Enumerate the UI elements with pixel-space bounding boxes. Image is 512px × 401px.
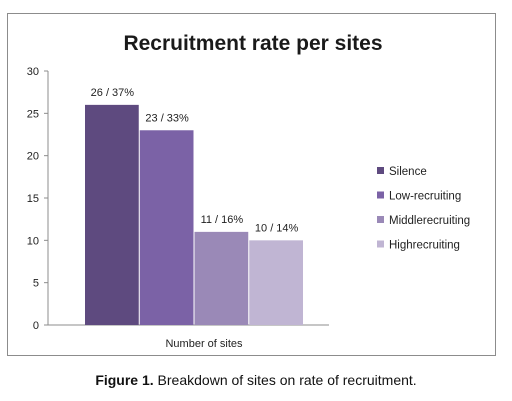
y-tick-label: 15 — [27, 193, 39, 205]
legend-swatch — [377, 191, 384, 199]
y-tick-label: 30 — [27, 66, 39, 78]
y-tick-label: 20 — [27, 151, 39, 163]
legend-entry: Middlerecruiting — [389, 215, 470, 227]
y-tick-label: 0 — [33, 320, 39, 332]
legend-entry: Highrecruiting — [389, 240, 460, 252]
figure-caption: Figure 1. Breakdown of sites on rate of … — [0, 372, 512, 388]
bar-silence — [85, 104, 139, 325]
figure-caption-text: Breakdown of sites on rate of recruitmen… — [153, 372, 417, 388]
bar-highrecruiting — [249, 240, 303, 325]
y-tick-label: 25 — [27, 108, 39, 120]
data-label: 26 / 37% — [91, 87, 135, 99]
data-label: 23 / 33% — [145, 112, 189, 124]
data-label: 10 / 14% — [255, 222, 299, 234]
y-tick-label: 10 — [27, 235, 39, 247]
chart-legend: Silence Low-recruiting Middlerecruiting Hig… — [377, 166, 470, 252]
bar-middlerecruiting — [194, 231, 249, 325]
legend-entry: Low-recruiting — [389, 191, 461, 203]
legend-swatch — [377, 240, 384, 248]
legend-swatch — [377, 167, 384, 174]
chart-title: Recruitment rate per sites — [123, 32, 382, 55]
data-label: 11 / 16% — [201, 214, 244, 226]
bar-chart: Recruitment rate per sites 051015202530 … — [27, 32, 470, 350]
chart-bars: 26 / 37% 23 / 33% 11 / 16% 10 / 14% — [85, 87, 303, 325]
bar-low-recruiting — [139, 130, 194, 325]
figure-caption-label: Figure 1. — [95, 372, 154, 388]
y-tick-label: 5 — [33, 278, 39, 290]
legend-entry: Silence — [389, 166, 427, 178]
legend-swatch — [377, 216, 384, 223]
chart-frame: Recruitment rate per sites 0 5 10 15 20 25 30 … — [7, 13, 496, 356]
x-axis-label: Number of sites — [165, 338, 243, 350]
